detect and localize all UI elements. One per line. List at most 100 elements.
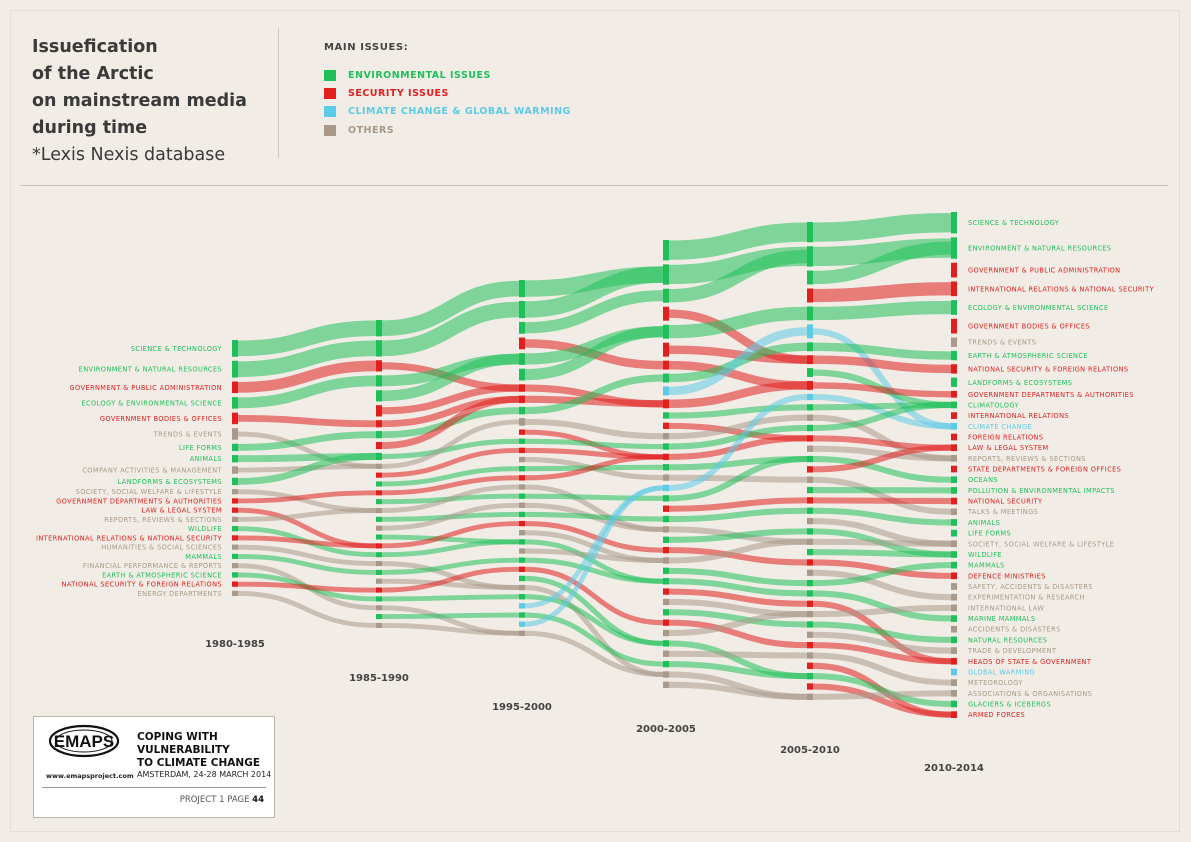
- node-bar: [807, 404, 813, 411]
- node-bar: [232, 412, 238, 425]
- node-bar: [376, 543, 382, 549]
- legend-item-security: SECURITY ISSUES: [324, 87, 449, 99]
- last-column-label: ANIMALS: [968, 519, 1000, 527]
- node-bar: [376, 431, 382, 439]
- flow-band: [812, 562, 952, 587]
- flow-band: [668, 456, 808, 502]
- flow-band: [812, 355, 952, 374]
- node-bar: [232, 498, 238, 504]
- flow-band: [668, 497, 808, 512]
- node-bar: [951, 455, 957, 462]
- title-line: Issuefication: [32, 37, 158, 57]
- flow-band: [668, 611, 808, 637]
- last-column-label: WILDLIFE: [968, 551, 1002, 559]
- node-bar: [807, 368, 813, 377]
- period-label: 1995-2000: [492, 702, 552, 713]
- period-label: 2000-2005: [636, 724, 696, 735]
- flow-band: [812, 282, 952, 303]
- flow-band: [381, 566, 520, 593]
- flow-band: [812, 590, 952, 622]
- node-bar: [951, 364, 957, 374]
- first-column-label: FINANCIAL PERFORMANCE & REPORTS: [83, 562, 222, 570]
- period-label: 2005-2010: [780, 745, 840, 756]
- flow-band: [812, 569, 952, 601]
- node-bar: [663, 536, 669, 543]
- node-bar: [951, 636, 957, 644]
- flow-band: [812, 382, 952, 398]
- node-bar: [663, 681, 669, 688]
- page-number-value: 44: [252, 795, 264, 805]
- flow-band: [524, 630, 664, 678]
- first-column-label: LAW & LEGAL SYSTEM: [141, 507, 222, 515]
- node-bar: [519, 418, 525, 426]
- last-column-label: GOVERNMENT BODIES & OFFICES: [968, 323, 1090, 331]
- logo-wordmark: EMAPS: [54, 732, 114, 751]
- node-bar: [951, 390, 957, 398]
- source-note: *Lexis Nexis database: [32, 145, 226, 165]
- node-bar: [951, 412, 957, 419]
- flow-band: [237, 581, 377, 593]
- first-column-label: GOVERNMENT DEPARTMENTS & AUTHORITIES: [56, 497, 222, 505]
- node-bar: [951, 300, 957, 315]
- node-bar: [232, 443, 238, 452]
- flow-band: [812, 604, 952, 618]
- flow-band: [812, 342, 952, 360]
- node-bar: [807, 672, 813, 680]
- node-bar: [951, 561, 957, 569]
- node-bar: [376, 405, 382, 417]
- node-bar: [951, 444, 957, 452]
- last-column-label: REPORTS, REVIEWS & SECTIONS: [968, 455, 1086, 463]
- node-bar: [807, 683, 813, 690]
- labels-layer: SCIENCE & TECHNOLOGY ENVIRONMENT & NATURA…: [36, 219, 1154, 774]
- node-bar: [376, 463, 382, 469]
- first-column-label: LANDFORMS & ECOSYSTEMS: [118, 478, 222, 486]
- node-bar: [376, 578, 382, 584]
- flow-band: [524, 418, 664, 440]
- emaps-logo: EMAPS: [48, 724, 120, 758]
- last-column-label: GOVERNMENT DEPARTMENTS & AUTHORITIES: [968, 391, 1134, 399]
- node-bar: [519, 603, 525, 609]
- flow-band: [381, 419, 520, 469]
- flow-band: [668, 249, 808, 303]
- flow-band: [381, 466, 520, 487]
- flow-band: [812, 394, 952, 430]
- last-column-label: ARMED FORCES: [968, 711, 1025, 719]
- flow-band: [668, 609, 808, 628]
- flow-band: [812, 456, 952, 483]
- node-bar: [807, 342, 813, 352]
- logo-subtitle: AMSTERDAM, 24-28 MARCH 2014: [137, 770, 272, 779]
- flow-band: [668, 681, 808, 700]
- node-bar: [376, 622, 382, 628]
- node-bar: [807, 455, 813, 463]
- last-column-label: GLOBAL WARMING: [968, 668, 1035, 676]
- flow-band: [524, 395, 664, 408]
- node-bar: [376, 340, 382, 357]
- node-bar: [663, 629, 669, 637]
- node-bar: [376, 375, 382, 387]
- node-bar: [807, 497, 813, 504]
- node-bar: [951, 281, 957, 297]
- node-bar: [519, 511, 525, 518]
- node-bar: [519, 566, 525, 572]
- last-column-label: TALKS & MEETINGS: [967, 508, 1038, 516]
- node-bar: [807, 590, 813, 597]
- flow-band: [812, 507, 952, 526]
- node-bar: [951, 700, 957, 708]
- last-column-label: NATIONAL SECURITY & FOREIGN RELATIONS: [968, 365, 1128, 373]
- flow-band: [668, 507, 808, 523]
- node-bar: [519, 456, 525, 463]
- node-bar: [663, 306, 669, 321]
- node-bar: [376, 472, 382, 478]
- legend-label: ENVIRONMENTAL ISSUES: [348, 69, 491, 81]
- node-bar: [519, 530, 525, 536]
- node-bar: [951, 337, 957, 347]
- logo-heading-line: VULNERABILITY: [137, 744, 230, 756]
- node-bar: [376, 516, 382, 522]
- node-bar: [519, 520, 525, 527]
- flow-band: [237, 490, 377, 504]
- node-bar: [519, 630, 525, 636]
- node-bar: [951, 540, 957, 548]
- flow-band: [381, 502, 520, 531]
- node-bar: [663, 240, 669, 261]
- node-bar: [232, 340, 238, 357]
